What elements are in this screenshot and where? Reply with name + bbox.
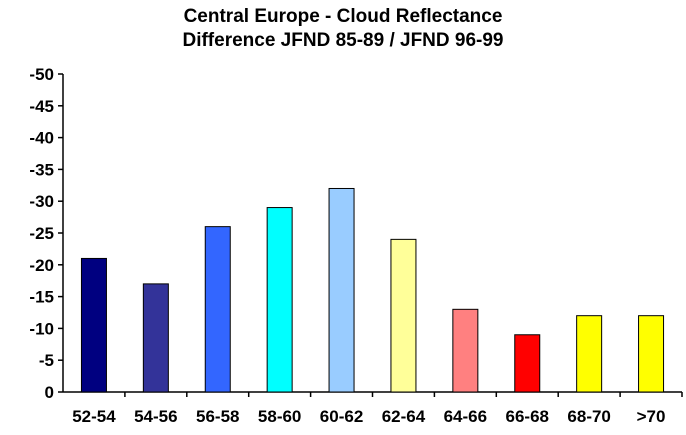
- x-tick-label: 68-70: [567, 407, 610, 426]
- y-tick-label: -30: [29, 192, 54, 211]
- x-tick-label: 54-56: [134, 407, 177, 426]
- bar-58-60: [266, 207, 293, 393]
- bar-68-70: [576, 315, 603, 393]
- bar-52-54: [80, 257, 107, 393]
- x-tick-label: 56-58: [196, 407, 239, 426]
- y-tick-label: -35: [29, 160, 54, 179]
- x-tick-label: 60-62: [320, 407, 363, 426]
- chart-title-line-1: Central Europe - Cloud Reflectance: [183, 6, 503, 27]
- bar-62-64: [390, 238, 417, 393]
- bar-64-66: [452, 308, 479, 393]
- y-tick-label: -10: [29, 319, 54, 338]
- y-tick-label: -5: [39, 351, 54, 370]
- y-tick-label: -50: [29, 65, 54, 84]
- y-tick-label: -25: [29, 224, 54, 243]
- bar-56-58: [204, 226, 231, 393]
- bar-54-56: [142, 283, 169, 393]
- x-tick-label: 64-66: [444, 407, 487, 426]
- y-tick-label: -45: [29, 97, 54, 116]
- y-tick-label: 0: [45, 383, 54, 402]
- x-tick-label: 66-68: [506, 407, 549, 426]
- bar-66-68: [514, 334, 541, 393]
- y-tick-label: -15: [29, 288, 54, 307]
- chart-title-line-2: Difference JFND 85-89 / JFND 96-99: [182, 30, 504, 51]
- bar-60-62: [328, 187, 355, 393]
- bar->70: [638, 315, 665, 393]
- x-tick-label: 62-64: [382, 407, 426, 426]
- x-tick-label: 52-54: [72, 407, 116, 426]
- x-tick-label: 58-60: [258, 407, 301, 426]
- y-tick-label: -20: [29, 256, 54, 275]
- x-tick-label: >70: [637, 407, 666, 426]
- y-tick-label: -40: [29, 129, 54, 148]
